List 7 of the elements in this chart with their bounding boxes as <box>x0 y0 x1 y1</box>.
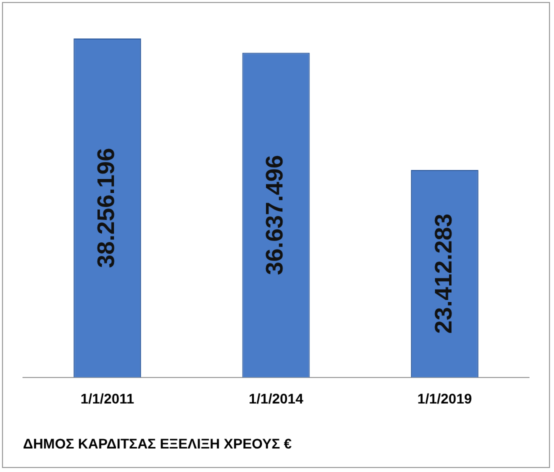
data-label: 23.412.283 <box>430 214 458 334</box>
x-tick-label: 1/1/2011 <box>80 390 134 407</box>
x-tick-label: 1/1/2019 <box>417 390 472 407</box>
x-tick-label: 1/1/2014 <box>248 390 304 407</box>
text: ΔΗΜΟΣ ΚΑΡΔΙΤΣΑΣ ΕΞΕΛΙΞΗ ΧΡΕΟΥΣ € <box>23 435 292 452</box>
data-label: 36.637.496 <box>262 155 289 276</box>
data-label: 38.256.196 <box>92 148 120 268</box>
